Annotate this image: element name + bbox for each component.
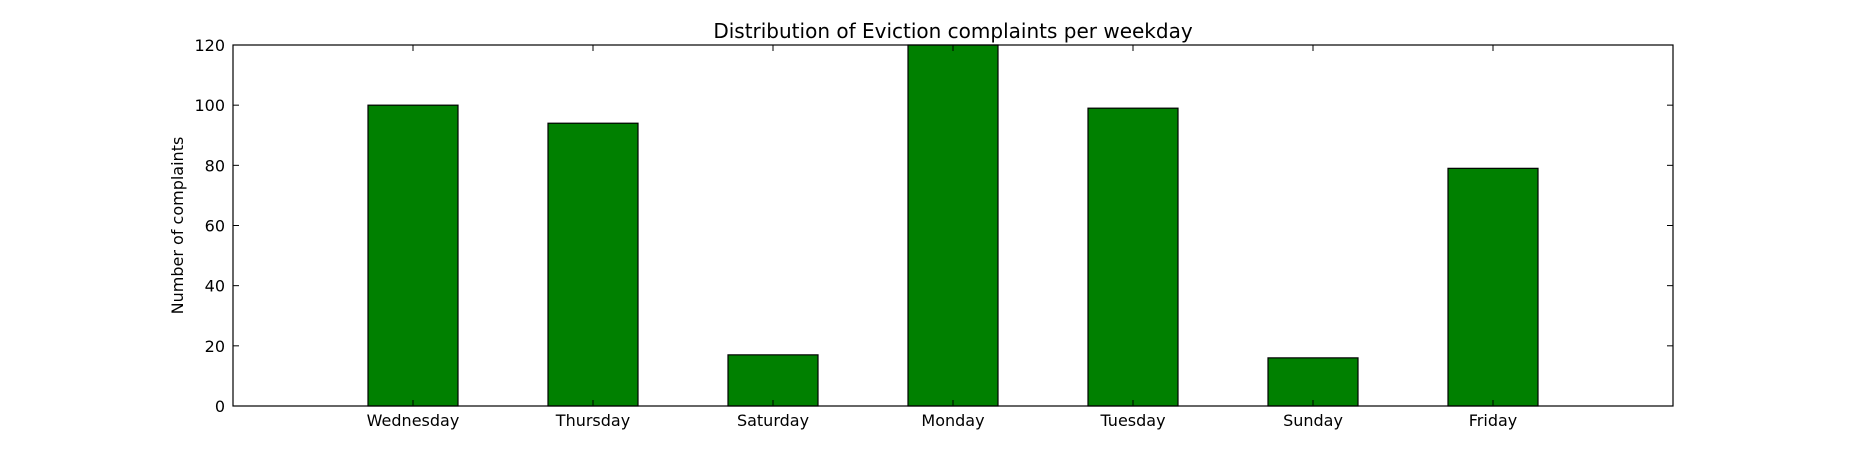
x-tick-label-saturday: Saturday xyxy=(737,411,809,430)
bar-friday xyxy=(1447,167,1539,407)
bar-thursday xyxy=(547,122,639,407)
x-tick-label-wednesday: Wednesday xyxy=(367,411,460,430)
y-tick-label: 60 xyxy=(205,217,225,236)
y-axis-label: Number of complaints xyxy=(168,137,187,315)
bars-group xyxy=(367,44,1539,407)
bar-saturday xyxy=(727,354,819,407)
x-tick-label-sunday: Sunday xyxy=(1283,411,1343,430)
y-tick-label: 20 xyxy=(205,337,225,356)
y-tick-label: 120 xyxy=(194,36,225,55)
bar-sunday xyxy=(1267,357,1359,407)
y-tick-label: 100 xyxy=(194,96,225,115)
bar-wednesday xyxy=(367,104,459,407)
y-tick-label: 40 xyxy=(205,277,225,296)
x-tick-label-friday: Friday xyxy=(1469,411,1518,430)
plot-frame xyxy=(232,44,1674,407)
y-tick-label: 0 xyxy=(215,397,225,416)
ticks-group: 0 20 40 60 80 100 120 Wednesday Thursday Saturday… xyxy=(194,36,1673,430)
bar-monday xyxy=(907,44,999,407)
x-tick-label-monday: Monday xyxy=(921,411,984,430)
bar-tuesday xyxy=(1087,107,1179,407)
chart-title: Distribution of Eviction complaints per … xyxy=(713,19,1193,43)
y-tick-label: 80 xyxy=(205,156,225,175)
x-tick-label-tuesday: Tuesday xyxy=(1099,411,1165,430)
x-tick-label-thursday: Thursday xyxy=(555,411,630,430)
